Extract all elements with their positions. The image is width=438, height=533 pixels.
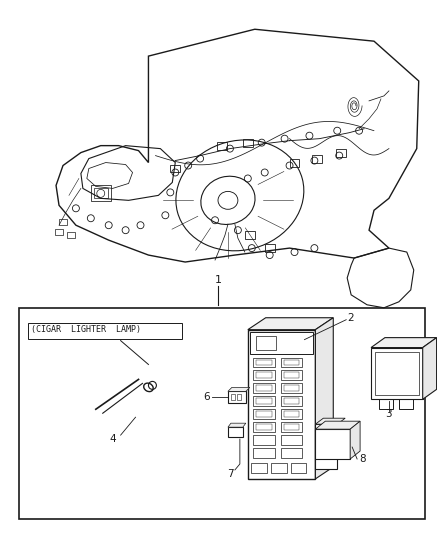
Bar: [228, 391, 246, 403]
Bar: [256, 360, 272, 366]
Bar: [250, 332, 314, 353]
Bar: [256, 424, 272, 430]
Polygon shape: [315, 421, 360, 429]
Bar: [245, 231, 255, 239]
Bar: [283, 424, 300, 430]
Bar: [67, 232, 75, 238]
Polygon shape: [315, 418, 345, 424]
Bar: [256, 385, 272, 391]
Bar: [59, 219, 67, 225]
Bar: [237, 394, 241, 400]
Bar: [281, 383, 303, 393]
Bar: [399, 399, 413, 409]
Bar: [28, 322, 182, 338]
Bar: [379, 399, 393, 409]
Bar: [248, 330, 315, 479]
Bar: [170, 165, 180, 173]
Bar: [253, 409, 275, 419]
Bar: [251, 463, 267, 473]
Bar: [253, 397, 275, 406]
Bar: [290, 463, 307, 473]
Bar: [336, 149, 346, 157]
Bar: [19, 308, 425, 519]
Bar: [91, 185, 111, 201]
Bar: [253, 383, 275, 393]
Bar: [253, 358, 275, 367]
Bar: [256, 336, 276, 350]
Text: 6: 6: [203, 392, 210, 402]
Bar: [217, 142, 227, 150]
Bar: [94, 188, 108, 198]
Text: 7: 7: [226, 469, 233, 479]
Text: 8: 8: [359, 454, 366, 464]
Text: (CIGAR  LIGHTER  LAMP): (CIGAR LIGHTER LAMP): [31, 325, 141, 334]
Bar: [281, 435, 303, 445]
Bar: [312, 155, 322, 163]
Bar: [55, 229, 63, 235]
Bar: [375, 352, 419, 395]
Bar: [253, 435, 275, 445]
Bar: [253, 370, 275, 381]
Bar: [315, 429, 350, 459]
Bar: [283, 360, 300, 366]
Bar: [228, 427, 243, 437]
Bar: [256, 373, 272, 378]
Bar: [265, 244, 275, 252]
Text: 2: 2: [347, 313, 354, 323]
Text: 3: 3: [385, 409, 392, 419]
Bar: [371, 348, 423, 399]
Polygon shape: [315, 318, 333, 479]
Polygon shape: [423, 337, 437, 399]
Bar: [315, 424, 337, 469]
Polygon shape: [248, 318, 333, 330]
Bar: [281, 397, 303, 406]
Bar: [253, 448, 275, 458]
Polygon shape: [228, 423, 246, 427]
Bar: [256, 411, 272, 417]
Bar: [271, 463, 286, 473]
Bar: [283, 373, 300, 378]
Bar: [243, 139, 253, 147]
Bar: [281, 370, 303, 381]
Bar: [256, 398, 272, 404]
Bar: [283, 398, 300, 404]
Text: 1: 1: [215, 275, 222, 285]
Bar: [283, 411, 300, 417]
Bar: [281, 422, 303, 432]
Bar: [281, 409, 303, 419]
Polygon shape: [350, 421, 360, 459]
Bar: [281, 358, 303, 367]
Bar: [283, 385, 300, 391]
Bar: [231, 394, 235, 400]
Bar: [290, 158, 300, 166]
Text: 4: 4: [110, 434, 116, 444]
Bar: [253, 422, 275, 432]
Polygon shape: [228, 387, 250, 391]
Polygon shape: [371, 337, 437, 348]
Bar: [281, 448, 303, 458]
